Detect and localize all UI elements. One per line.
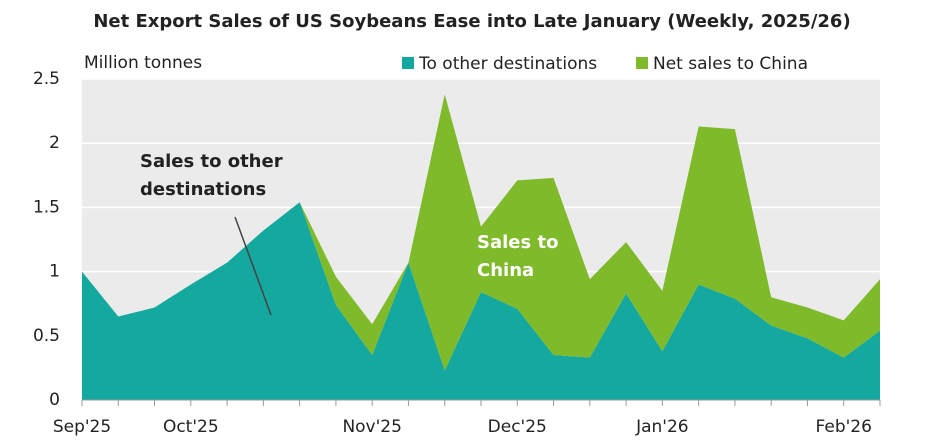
chart-title: Net Export Sales of US Soybeans Ease int… — [93, 11, 850, 32]
y-tick-label: 0.5 — [33, 326, 60, 346]
y-tick-label: 2.5 — [33, 69, 60, 89]
annotation-pointer — [234, 216, 272, 316]
area — [82, 94, 880, 371]
legend-label: Net sales to China — [653, 54, 808, 74]
annotation: China — [477, 260, 534, 281]
x-tick-label: Sep'25 — [53, 417, 111, 437]
y-tick-label: 1 — [49, 262, 60, 282]
x-tick-label: Dec'25 — [488, 417, 547, 437]
annotation: Sales to — [477, 232, 558, 253]
annotation: Sales to other — [140, 151, 283, 172]
x-tick-label: Feb'26 — [816, 417, 872, 437]
x-tick-label: Jan'26 — [635, 417, 689, 437]
y-axis-label: Million tonnes — [84, 53, 202, 73]
legend-swatch — [402, 57, 414, 69]
legend-label: To other destinations — [418, 54, 597, 74]
y-tick-label: 1.5 — [33, 197, 60, 217]
x-tick-label: Oct'25 — [163, 417, 219, 437]
x-tick-label: Nov'25 — [342, 417, 401, 437]
area — [82, 202, 880, 400]
y-tick-label: 2 — [49, 133, 60, 153]
legend-swatch — [636, 57, 648, 69]
y-tick-label: 0 — [49, 390, 60, 410]
annotation: destinations — [140, 179, 266, 200]
